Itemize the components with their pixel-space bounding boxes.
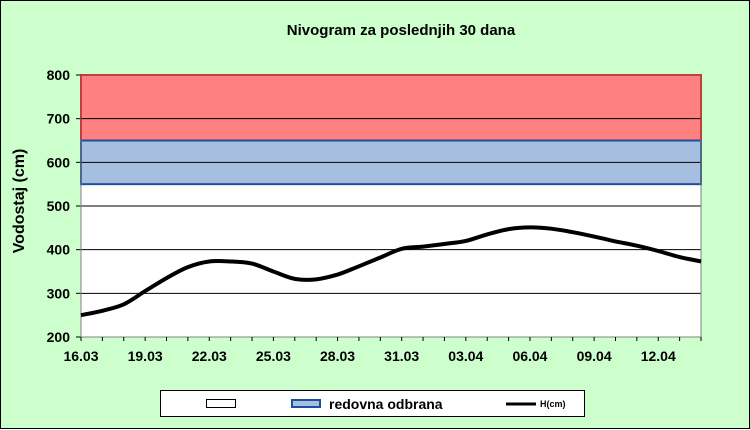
legend-label-redovna-odbrana: redovna odbrana [329, 396, 443, 412]
y-tick-label-500: 500 [47, 198, 71, 214]
legend-item-h-cm: H(cm) [506, 391, 566, 416]
x-tick-label-25.03: 25.03 [256, 348, 291, 364]
x-tick-label-09.04: 09.04 [577, 348, 612, 364]
legend-swatch-white [206, 399, 236, 408]
x-tick-label-22.03: 22.03 [192, 348, 227, 364]
y-tick-label-800: 800 [47, 67, 71, 83]
legend-item-redovna-odbrana: redovna odbrana [291, 391, 443, 416]
x-tick-label-28.03: 28.03 [320, 348, 355, 364]
x-tick-label-31.03: 31.03 [384, 348, 419, 364]
x-tick-label-06.04: 06.04 [512, 348, 547, 364]
y-tick-label-700: 700 [47, 111, 71, 127]
y-tick-label-300: 300 [47, 285, 71, 301]
legend-item-plain-band [206, 391, 244, 416]
legend: redovna odbrana H(cm) [160, 390, 585, 417]
chart-title: Nivogram za poslednjih 30 dana [287, 22, 516, 39]
band-0 [81, 75, 701, 141]
plot-area: 200 300 400 500 600 700 800 16.03 19.03 22.03 25.0… [47, 67, 701, 364]
legend-line-swatch [506, 399, 536, 409]
legend-swatch-blue [291, 399, 321, 408]
x-tick-label-03.04: 03.04 [448, 348, 483, 364]
y-tick-label-600: 600 [47, 154, 71, 170]
y-axis-label: Vodostaj (cm) [11, 149, 28, 254]
y-tick-label-200: 200 [47, 329, 71, 345]
x-tick-label-19.03: 19.03 [128, 348, 163, 364]
y-tick-label-400: 400 [47, 242, 71, 258]
x-tick-label-16.03: 16.03 [63, 348, 98, 364]
legend-label-h-cm: H(cm) [540, 399, 566, 409]
x-tick-label-12.04: 12.04 [641, 348, 676, 364]
